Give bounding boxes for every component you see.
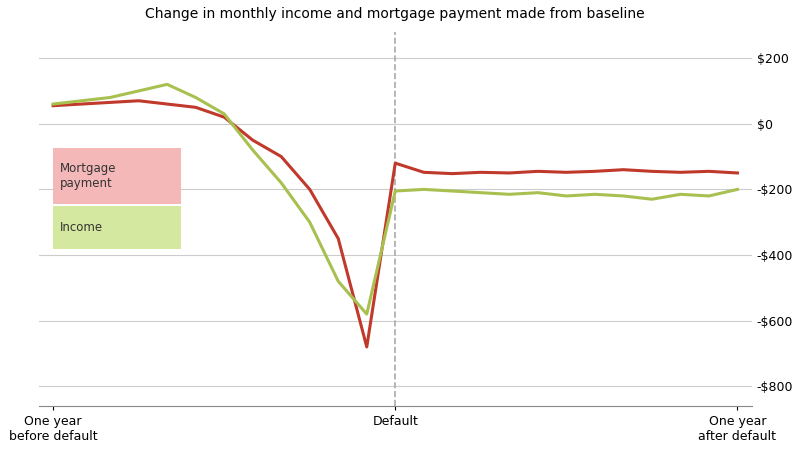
Text: Mortgage
payment: Mortgage payment xyxy=(60,162,117,190)
FancyBboxPatch shape xyxy=(53,206,182,249)
Text: Income: Income xyxy=(60,221,103,234)
FancyBboxPatch shape xyxy=(53,148,182,204)
Title: Change in monthly income and mortgage payment made from baseline: Change in monthly income and mortgage pa… xyxy=(146,7,645,21)
